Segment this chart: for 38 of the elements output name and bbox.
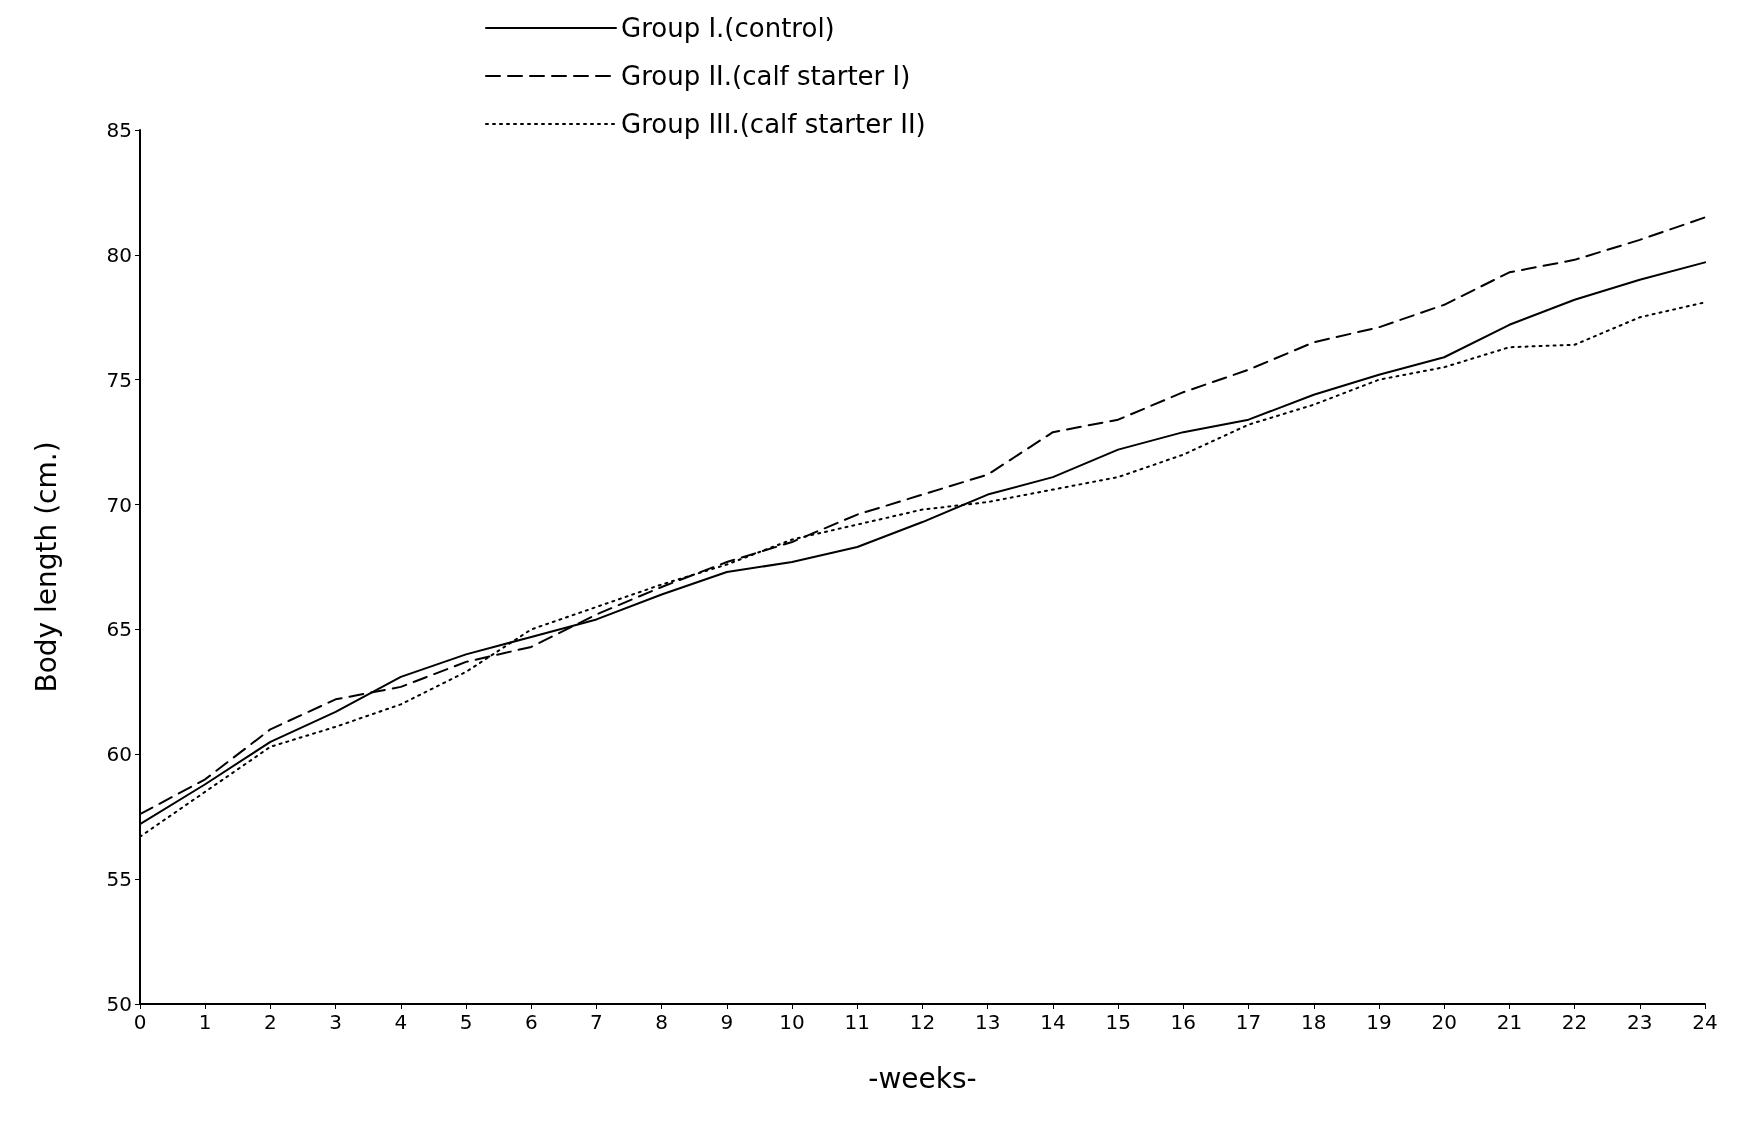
y-tick-label: 55 [106, 867, 132, 892]
x-tick-label: 1 [198, 1010, 212, 1034]
x-tick-label: 15 [1105, 1010, 1131, 1034]
y-axis-title: Body length (cm.) [29, 441, 63, 693]
x-tick-label: 14 [1040, 1010, 1066, 1034]
x-tick-label: 7 [590, 1010, 603, 1034]
legend-label: Group II.(calf starter I) [621, 61, 911, 91]
y-tick-label: 75 [106, 367, 132, 392]
x-tick-label: 17 [1235, 1010, 1262, 1034]
y-tick-label: 70 [106, 492, 132, 517]
x-tick-label: 22 [1561, 1010, 1588, 1034]
x-tick-label: 24 [1692, 1010, 1718, 1034]
x-tick-label: 3 [329, 1010, 342, 1034]
x-tick-label: 21 [1496, 1010, 1523, 1034]
x-tick-label: 13 [974, 1010, 1001, 1034]
x-tick-label: 23 [1627, 1010, 1653, 1034]
y-tick-label: 65 [106, 617, 132, 642]
legend-label: Group III.(calf starter II) [621, 109, 926, 139]
x-tick-label: 18 [1301, 1010, 1327, 1034]
x-tick-label: 9 [720, 1010, 734, 1034]
x-tick-label: 2 [264, 1010, 277, 1034]
x-tick-label: 0 [133, 1010, 147, 1034]
x-tick-label: 16 [1170, 1010, 1197, 1034]
x-axis-title: -weeks- [868, 1061, 977, 1095]
x-tick-label: 8 [655, 1010, 669, 1034]
x-tick-label: 10 [779, 1010, 805, 1034]
x-tick-label: 20 [1431, 1010, 1457, 1034]
x-tick-label: 4 [394, 1010, 408, 1034]
y-tick-label: 60 [106, 742, 132, 767]
y-tick-label: 80 [106, 242, 132, 267]
y-tick-label: 85 [106, 118, 132, 142]
x-tick-label: 6 [524, 1010, 538, 1034]
x-tick-label: 11 [844, 1010, 871, 1034]
x-tick-label: 19 [1366, 1010, 1392, 1034]
x-tick-label: 5 [459, 1010, 473, 1034]
y-tick-label: 50 [106, 992, 132, 1016]
legend-label: Group I.(control) [621, 13, 835, 43]
x-tick-label: 12 [909, 1010, 936, 1034]
